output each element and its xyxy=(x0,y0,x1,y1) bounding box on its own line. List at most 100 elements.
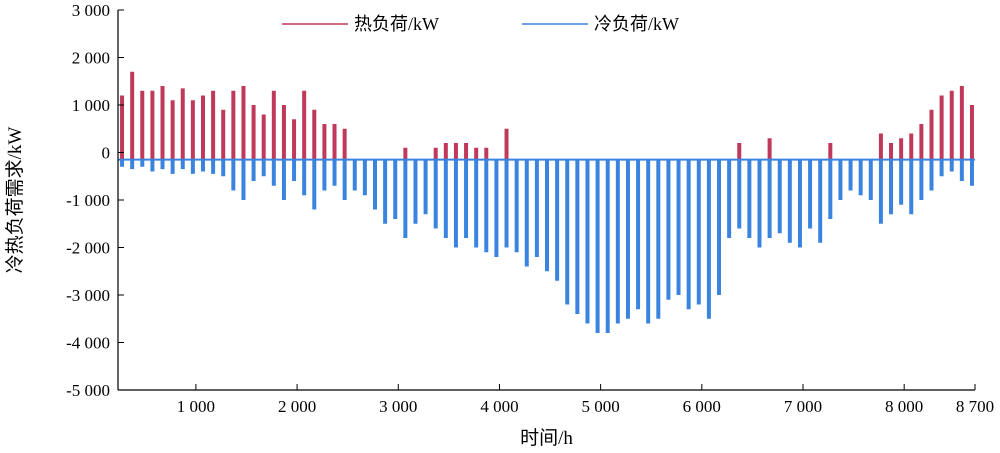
cold-bar xyxy=(868,159,873,200)
heat-bar xyxy=(160,86,165,160)
heat-bar xyxy=(241,86,246,160)
heat-bar xyxy=(504,128,509,160)
cold-bar xyxy=(828,159,833,219)
heat-bar xyxy=(130,71,135,160)
cold-bar xyxy=(211,159,216,174)
cold-bar xyxy=(858,159,863,196)
cold-bar xyxy=(443,159,448,238)
x-axis-title: 时间/h xyxy=(520,427,573,449)
y-tick-label: 1 000 xyxy=(72,96,110,115)
cold-bar xyxy=(666,159,671,300)
cold-bar xyxy=(676,159,681,295)
heat-bar xyxy=(302,90,307,160)
cold-bar xyxy=(656,159,661,319)
cold-bar xyxy=(625,159,630,319)
cold-bar xyxy=(797,159,802,248)
y-tick-label: 2 000 xyxy=(72,49,110,68)
cold-bar xyxy=(636,159,641,310)
cold-bar xyxy=(403,159,408,238)
cold-bar xyxy=(767,159,772,238)
heat-bar xyxy=(899,138,904,160)
legend-label-cold: 冷负荷/kW xyxy=(594,14,679,34)
cold-bar xyxy=(737,159,742,229)
cold-bar xyxy=(393,159,398,219)
heat-bar xyxy=(767,138,772,160)
heat-bar xyxy=(261,114,266,160)
cold-bar xyxy=(727,159,732,238)
cold-bar xyxy=(484,159,489,253)
cold-bar xyxy=(120,159,125,167)
cold-bar xyxy=(605,159,610,333)
cold-bar xyxy=(524,159,529,267)
cold-bar xyxy=(757,159,762,248)
cold-bar xyxy=(292,159,297,181)
x-tick-label: 1 000 xyxy=(177,397,215,416)
cold-bar xyxy=(504,159,509,248)
heat-bar xyxy=(170,100,175,160)
cold-bar xyxy=(130,159,135,170)
cold-bar xyxy=(464,159,469,238)
x-tick-label: 7 000 xyxy=(784,397,822,416)
cold-bar xyxy=(555,159,560,281)
cold-bar xyxy=(281,159,286,200)
heat-bar xyxy=(484,147,489,160)
heat-bar xyxy=(271,90,276,160)
cold-bar xyxy=(696,159,701,305)
heat-bar xyxy=(433,147,438,160)
legend-label-heat: 热负荷/kW xyxy=(354,14,439,34)
heat-bar xyxy=(140,90,145,160)
cold-bar xyxy=(777,159,782,234)
x-tick-label: 4 000 xyxy=(480,397,518,416)
y-tick-label: -2 000 xyxy=(66,239,110,258)
x-tick-label: 6 000 xyxy=(683,397,721,416)
heat-bar xyxy=(200,95,205,160)
cold-bar xyxy=(808,159,813,229)
cold-bar xyxy=(706,159,711,319)
heat-bar xyxy=(180,88,185,160)
cold-bar xyxy=(160,159,165,170)
heat-bar xyxy=(737,143,742,160)
cold-bar xyxy=(453,159,458,248)
heat-bar xyxy=(939,95,944,160)
cold-bar xyxy=(686,159,691,310)
cold-bar xyxy=(919,159,924,200)
cold-bar xyxy=(190,159,195,174)
y-axis-title: 冷热负荷需求/kW xyxy=(4,127,26,274)
heat-bar xyxy=(281,105,286,160)
cold-bar xyxy=(909,159,914,215)
cold-bar xyxy=(251,159,256,181)
cold-bar xyxy=(332,159,337,186)
heat-bar xyxy=(443,143,448,160)
x-tick-label: 8 000 xyxy=(885,397,923,416)
cold-bar xyxy=(646,159,651,324)
cold-bar xyxy=(150,159,155,172)
heat-bar xyxy=(453,143,458,160)
cold-bar xyxy=(383,159,388,224)
cold-bar xyxy=(271,159,276,186)
cold-bar xyxy=(717,159,722,295)
heat-bar xyxy=(120,95,125,160)
cold-bar xyxy=(545,159,550,272)
cold-bar xyxy=(180,159,185,170)
cold-bar xyxy=(261,159,266,177)
cold-bar xyxy=(929,159,934,191)
cold-bar xyxy=(372,159,377,210)
heat-bar xyxy=(949,90,954,160)
cold-bar xyxy=(969,159,974,186)
heat-bar xyxy=(403,147,408,160)
cold-bar xyxy=(474,159,479,248)
cold-bar xyxy=(322,159,327,191)
heat-bar xyxy=(828,143,833,160)
cold-bar xyxy=(848,159,853,191)
cold-bar xyxy=(200,159,205,172)
heat-bar xyxy=(332,124,337,160)
cold-bar xyxy=(494,159,499,257)
heat-bar xyxy=(251,105,256,160)
heat-bar xyxy=(292,119,297,160)
cold-bar xyxy=(241,159,246,200)
cold-bar xyxy=(949,159,954,172)
x-tick-label: 8 700 xyxy=(956,397,994,416)
x-tick-label: 3 000 xyxy=(379,397,417,416)
cold-bar xyxy=(362,159,367,196)
